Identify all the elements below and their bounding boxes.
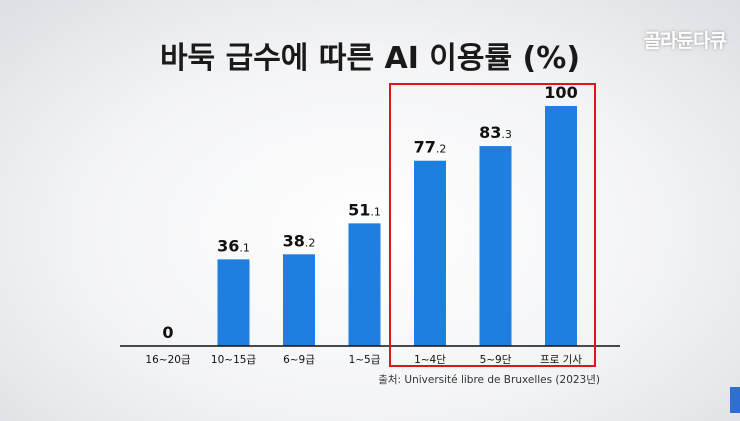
value-label: 51.1 (348, 200, 381, 219)
x-tick-label: 프로 기사 (540, 354, 582, 366)
x-tick-label: 1~4단 (414, 354, 446, 366)
value-label: 77.2 (414, 138, 447, 157)
x-tick-label: 1~5급 (349, 354, 381, 366)
chart-title: 바둑 급수에 따른 AI 이용률 (%) (160, 41, 580, 76)
value-label: 0 (162, 323, 173, 342)
x-tick-label: 10~15급 (211, 354, 257, 366)
x-tick-label: 5~9단 (480, 354, 512, 366)
bar-6~9급 (283, 254, 315, 346)
value-labels: 0 36.1 38.2 51.1 77.2 83.3 100 (162, 83, 577, 342)
value-label: 38.2 (283, 231, 316, 250)
channel-logo: 골라듄다큐 (643, 30, 727, 52)
bars (217, 106, 577, 346)
bar-1~4단 (414, 160, 446, 346)
value-label: 100 (544, 83, 577, 102)
corner-badge (730, 387, 740, 413)
bar-1~5급 (348, 223, 381, 346)
bar-5~9단 (479, 146, 512, 346)
value-label: 36.1 (217, 236, 250, 255)
highlight-box (389, 83, 596, 367)
bar-프로 기사 (545, 106, 577, 346)
x-tick-labels: 16~20급 10~15급 6~9급 1~5급 1~4단 5~9단 프로 기사 (145, 354, 582, 366)
source-note: 출처: Université libre de Bruxelles (2023년… (378, 374, 600, 386)
bar-10~15급 (217, 259, 250, 346)
value-label: 83.3 (479, 123, 512, 142)
x-tick-label: 16~20급 (145, 354, 191, 366)
x-tick-label: 6~9급 (283, 354, 315, 366)
